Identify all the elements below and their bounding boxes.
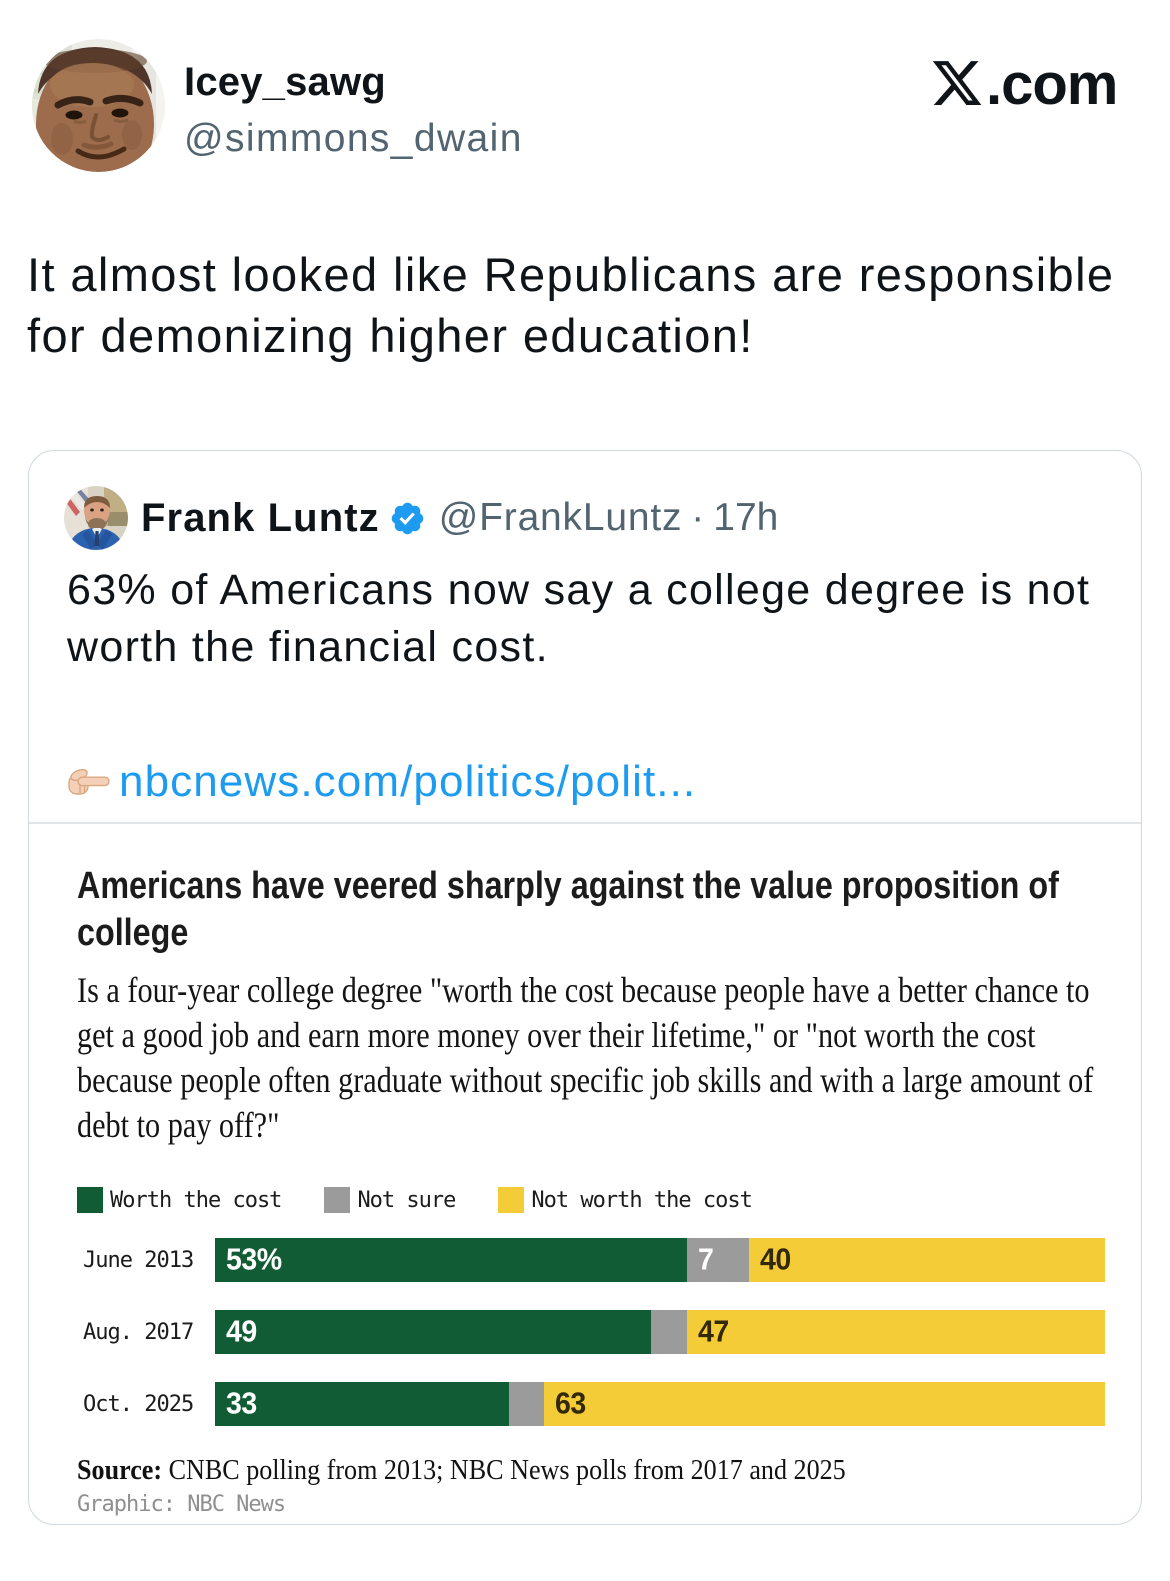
tweet-text-line: for demonizing higher education! <box>27 309 754 362</box>
bar-segment: 63 <box>544 1382 1105 1426</box>
legend-item: Not sure <box>324 1187 456 1213</box>
row-bar: 33 63 <box>215 1382 1105 1426</box>
quote-author-handle[interactable]: @FrankLuntz <box>438 496 683 539</box>
pointing-right-emoji-icon <box>67 764 111 800</box>
legend-swatch <box>324 1187 351 1213</box>
chart-title-line: Americans have veered sharply against th… <box>77 865 1059 907</box>
xcom-logo: .com <box>930 52 1118 117</box>
chart-row: June 2013 53% 7 40 <box>29 1238 1141 1282</box>
chart-subtitle-line: Is a four-year college degree "worth the… <box>77 970 1090 1010</box>
quote-text-line: 63% of Americans now say a college degre… <box>67 566 1091 614</box>
verified-badge-svg <box>391 502 424 534</box>
tweet-text-line: It almost looked like Republicans are re… <box>27 248 1115 301</box>
bar-value-label: 53% <box>226 1241 282 1277</box>
bar-segment: 33 <box>215 1382 509 1426</box>
legend-label: Worth the cost <box>110 1187 282 1213</box>
source-label: Source: <box>77 1454 163 1486</box>
legend-item: Worth the cost <box>77 1187 282 1213</box>
user-avatar[interactable] <box>32 39 165 172</box>
source-text: CNBC polling from 2013; NBC News polls f… <box>162 1454 846 1486</box>
xcom-suffix: .com <box>986 52 1118 117</box>
row-category-label: Oct. 2025 <box>83 1391 194 1417</box>
bar-segment: 53% <box>215 1238 687 1282</box>
quote-text: 63% of Americans now say a college degre… <box>67 562 1090 676</box>
row-bar: 53% 7 40 <box>215 1238 1105 1282</box>
card-divider <box>29 822 1141 824</box>
chart-source: Source: CNBC polling from 2013; NBC News… <box>77 1454 846 1487</box>
legend-item: Not worth the cost <box>498 1187 753 1213</box>
chart-subtitle-line: get a good job and earn more money over … <box>77 1015 1036 1055</box>
display-name[interactable]: Icey_sawg <box>184 60 386 104</box>
quote-author-avatar[interactable] <box>64 486 128 550</box>
legend-swatch <box>77 1187 103 1213</box>
row-bar: 49 47 <box>215 1310 1105 1354</box>
quote-author-name[interactable]: Frank Luntz <box>141 495 380 540</box>
chart-subtitle-line: because people often graduate without sp… <box>77 1060 1094 1100</box>
bar-value-label: 33 <box>226 1385 257 1421</box>
quote-avatar-image <box>64 486 128 550</box>
chart-row: Aug. 2017 49 47 <box>29 1310 1141 1354</box>
legend-label: Not worth the cost <box>531 1187 752 1213</box>
bar-value-label: 49 <box>226 1313 257 1349</box>
tweet-text: It almost looked like Republicans are re… <box>27 244 1114 366</box>
verified-badge-icon <box>389 500 426 537</box>
bar-segment <box>651 1310 687 1354</box>
bar-value-label: 7 <box>697 1241 714 1277</box>
row-category-label: Aug. 2017 <box>83 1319 194 1345</box>
quoted-tweet-card[interactable]: Frank Luntz @FrankLuntz · 17h 63% of Ame… <box>28 450 1142 1525</box>
row-category-label: June 2013 <box>83 1247 194 1273</box>
bar-segment: 40 <box>748 1238 1105 1282</box>
x-logo-icon <box>932 61 982 105</box>
chart-legend: Worth the cost Not sure Not worth the cost <box>77 1187 795 1213</box>
chart-credit: Graphic: NBC News <box>77 1492 286 1517</box>
separator-dot: · <box>691 496 705 539</box>
bar-value-label: 47 <box>697 1313 729 1349</box>
quote-header: Frank Luntz @FrankLuntz · 17h <box>141 486 778 550</box>
quote-link-row: nbcnews.com/politics/polit... <box>67 753 696 810</box>
bar-segment: 47 <box>686 1310 1105 1354</box>
quote-text-line: worth the financial cost. <box>67 623 549 671</box>
bar-value-label: 40 <box>759 1241 791 1277</box>
pointing-right-emoji-svg <box>68 768 110 795</box>
bar-value-label: 63 <box>555 1385 587 1421</box>
bar-segment: 49 <box>215 1310 652 1354</box>
legend-label: Not sure <box>357 1187 456 1213</box>
bar-segment <box>508 1382 545 1426</box>
chart-subtitle-line: debt to pay off?" <box>77 1105 280 1145</box>
legend-swatch <box>498 1187 525 1213</box>
quote-timestamp[interactable]: 17h <box>713 496 779 539</box>
chart-title-line: college <box>77 912 189 954</box>
user-handle[interactable]: @simmons_dwain <box>184 117 523 160</box>
chart-row: Oct. 2025 33 63 <box>29 1382 1141 1426</box>
bar-segment: 7 <box>686 1238 749 1282</box>
chart-subtitle: Is a four-year college degree "worth the… <box>77 968 1170 1148</box>
user-avatar-image <box>32 39 165 172</box>
chart-title: Americans have veered sharply against th… <box>77 863 1170 957</box>
article-link[interactable]: nbcnews.com/politics/polit... <box>119 757 697 806</box>
